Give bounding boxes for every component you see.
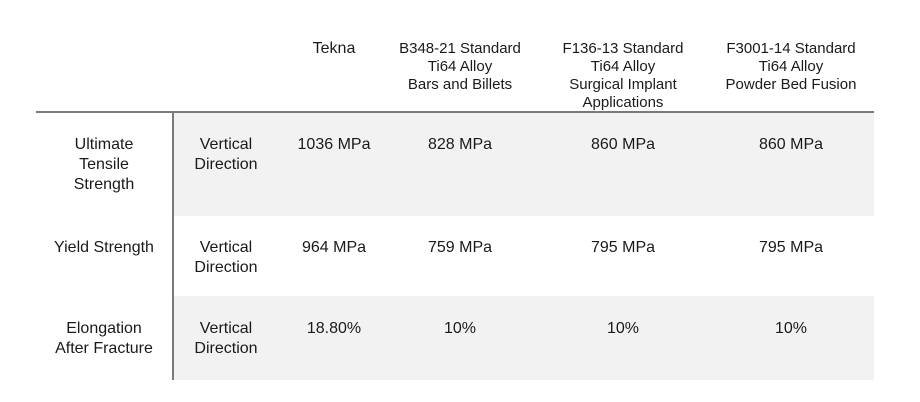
table-row-yield-strength: Yield Strength Vertical Direction 964 MP… (0, 216, 874, 296)
table-row-elongation: Elongation After Fracture Vertical Direc… (0, 296, 874, 380)
cell-tekna: 1036 MPa (297, 136, 371, 153)
row-label-divider (172, 113, 174, 380)
cell-f3001: 860 MPa (758, 136, 824, 153)
cell-f3001: 10% (774, 320, 808, 337)
row-shading (174, 113, 874, 216)
row-label: Elongation After Fracture (55, 320, 153, 357)
column-header-f136: F136-13 Standard Ti64 Alloy Surgical Imp… (562, 40, 684, 111)
table-header-row: Tekna B348-21 Standard Ti64 Alloy Bars a… (0, 0, 920, 112)
column-header-b348: B348-21 Standard Ti64 Alloy Bars and Bil… (399, 40, 521, 93)
direction-label: Vertical Direction (194, 136, 258, 173)
cell-b348: 828 MPa (427, 136, 493, 153)
cell-f136: 795 MPa (590, 239, 656, 256)
cell-f136: 860 MPa (590, 136, 656, 153)
cell-tekna: 18.80% (306, 320, 362, 337)
cell-b348: 759 MPa (427, 239, 493, 256)
direction-label: Vertical Direction (194, 239, 258, 276)
direction-label: Vertical Direction (194, 320, 258, 357)
row-label: Yield Strength (54, 239, 154, 256)
row-shading (174, 296, 874, 380)
column-header-f3001: F3001-14 Standard Ti64 Alloy Powder Bed … (725, 40, 857, 93)
column-header-tekna: Tekna (312, 40, 356, 57)
cell-f136: 10% (606, 320, 640, 337)
header-divider (36, 111, 874, 113)
cell-f3001: 795 MPa (758, 239, 824, 256)
cell-tekna: 964 MPa (301, 239, 367, 256)
cell-b348: 10% (443, 320, 477, 337)
row-label: Ultimate Tensile Strength (73, 136, 135, 193)
table-row-ultimate-tensile-strength: Ultimate Tensile Strength Vertical Direc… (0, 113, 874, 216)
